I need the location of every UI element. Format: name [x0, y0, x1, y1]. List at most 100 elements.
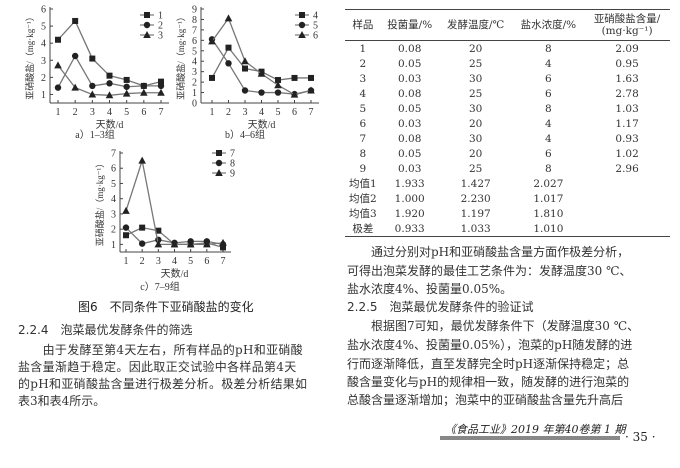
table-cell: 9 [359, 162, 367, 175]
table-cell: 6 [545, 147, 552, 160]
table-cell: 8 [545, 102, 552, 115]
x-tick-label: 7 [159, 107, 164, 118]
text-line: 可得出泡菜发酵的最佳工艺条件为：发酵温度30 ℃、 [347, 264, 632, 278]
col-sample: 样品 [345, 9, 381, 41]
y-tick-label: 5 [111, 179, 116, 190]
table-row: 均值1 1.933 1.427 2.027 [345, 176, 670, 191]
table-cell: 6 [359, 117, 367, 130]
table-row: 6 0.03 20 4 1.17 [345, 116, 670, 131]
legend-label: 4 [313, 11, 318, 22]
marker-circle [274, 89, 282, 96]
table-cell: 1.810 [533, 207, 564, 220]
text-line: 盐水浓度4%、投菌量0.05%），泡菜的pH随发酵的进 [347, 338, 633, 352]
table-cell: 30 [468, 72, 483, 85]
series-2: 2 [54, 21, 165, 91]
table-cell: 20 [468, 147, 483, 160]
y-tick-label: 8 [192, 15, 197, 26]
marker-triangle [274, 81, 282, 89]
table-cell [584, 221, 670, 237]
table-row: 9 0.03 25 8 2.96 [345, 161, 670, 176]
table-cell: 0.08 [398, 132, 422, 145]
y-tick-label: 6 [111, 164, 116, 175]
marker-triangle [224, 14, 233, 22]
marker-circle [106, 80, 113, 87]
table-cell: 4 [545, 132, 552, 145]
x-axis-label: 天数/d [96, 118, 124, 131]
table-cell: 1.017 [533, 192, 564, 205]
table-cell: 20 [468, 117, 483, 130]
table-row: 均值3 1.920 1.197 1.810 [345, 206, 670, 221]
marker-triangle [241, 57, 249, 65]
text-line: 盐水浓度4%、投菌量0.05%。 [347, 282, 513, 296]
table-cell: 4 [545, 57, 552, 70]
table-row: 1 0.08 20 8 2.09 [345, 41, 670, 57]
x-tick-label: 5 [124, 107, 129, 118]
marker-triangle [140, 88, 148, 96]
marker-triangle [298, 31, 306, 38]
subfigure-caption: a）1–3组 [75, 128, 114, 141]
x-tick-label: 3 [243, 107, 248, 118]
table-cell: 极差 [345, 221, 381, 237]
table-cell: 6 [545, 72, 552, 85]
col-inoculum: 投菌量/% [380, 9, 439, 41]
y-tick-label: 1 [192, 88, 197, 99]
x-tick-label: 2 [73, 107, 78, 118]
marker-triangle [54, 61, 62, 69]
table-cell: 1.197 [460, 207, 491, 220]
marker-triangle [290, 90, 299, 98]
x-tick-label: 1 [124, 256, 129, 267]
table-cell: 1.033 [438, 221, 513, 237]
marker-circle [54, 84, 62, 91]
table-cell: 8 [545, 42, 552, 55]
marker-circle [89, 82, 96, 90]
table-cell: 2.09 [615, 42, 639, 55]
col-nitrite-label: 亚硝酸盐含量/ [593, 13, 661, 25]
marker-triangle [143, 31, 151, 38]
section-heading-2-2-4: 2.2.4 泡菜最优发酵条件的筛选 [18, 323, 193, 337]
x-tick-label: 3 [156, 256, 161, 267]
table-cell: 0.03 [398, 72, 422, 85]
marker-square [72, 17, 79, 24]
table-cell: 0.03 [398, 162, 422, 175]
text-line: 酸含量变化与pH的规律相一致，随发酵的进行泡菜的 [347, 375, 630, 389]
y-tick-label: 1 [41, 90, 46, 101]
table-cell: 1.03 [615, 102, 639, 115]
series-line [125, 160, 224, 246]
table-cell [584, 176, 670, 191]
text-line: 由于发酵至第4天左右，所有样品的pH和亚硝酸 [18, 343, 303, 357]
figure-caption: 图6 不同条件下亚硝酸盐的变化 [78, 300, 254, 314]
table-cell: 1.17 [615, 117, 639, 130]
text-line: 总酸含量逐渐增加；泡菜中的亚硝酸盐含量先升高后 [347, 393, 624, 407]
table-cell: 25 [468, 57, 483, 70]
text-line: 行而逐渐降低，直至发酵完全时pH逐渐保持稳定；总 [347, 357, 630, 371]
marker-square [139, 224, 146, 231]
x-tick-label: 4 [107, 107, 112, 118]
x-tick-label: 5 [188, 256, 193, 267]
x-axis-label: 天数/d [161, 267, 189, 280]
marker-circle [225, 60, 232, 67]
table-cell: 均值1 [349, 178, 377, 190]
table-row: 3 0.03 30 6 1.63 [345, 71, 670, 86]
y-tick-label: 4 [111, 194, 116, 205]
table-cell: 0.93 [615, 132, 639, 145]
text-line: 的pH和亚硝酸盐含量进行极差分析。极差分析结果如 [18, 377, 308, 391]
table-row: 7 0.08 30 4 0.93 [345, 131, 670, 146]
table-cell: 2 [359, 57, 367, 70]
table-cell: 0.05 [398, 102, 422, 115]
table-cell: 1.000 [394, 192, 425, 205]
marker-circle [258, 89, 265, 96]
table-cell: 0.95 [615, 57, 639, 70]
orthogonal-range-table: 样品 投菌量/% 发酵温度/℃ 盐水浓度/% 亚硝酸盐含量/(mg·kg⁻¹) … [345, 9, 670, 237]
table-row: 5 0.05 30 8 1.03 [345, 101, 670, 116]
x-tick-label: 5 [276, 107, 281, 118]
marker-triangle [203, 240, 211, 248]
marker-square [275, 77, 281, 84]
legend-label: 8 [230, 159, 235, 170]
y-tick-label: 5 [41, 22, 46, 33]
journal-footer: 《食品工业》2019 年第40卷第 1 期 [445, 423, 626, 436]
y-tick-label: 2 [41, 73, 46, 84]
table-cell: 1.010 [512, 221, 585, 237]
table-cell: 25 [468, 87, 483, 100]
marker-circle [140, 82, 148, 90]
